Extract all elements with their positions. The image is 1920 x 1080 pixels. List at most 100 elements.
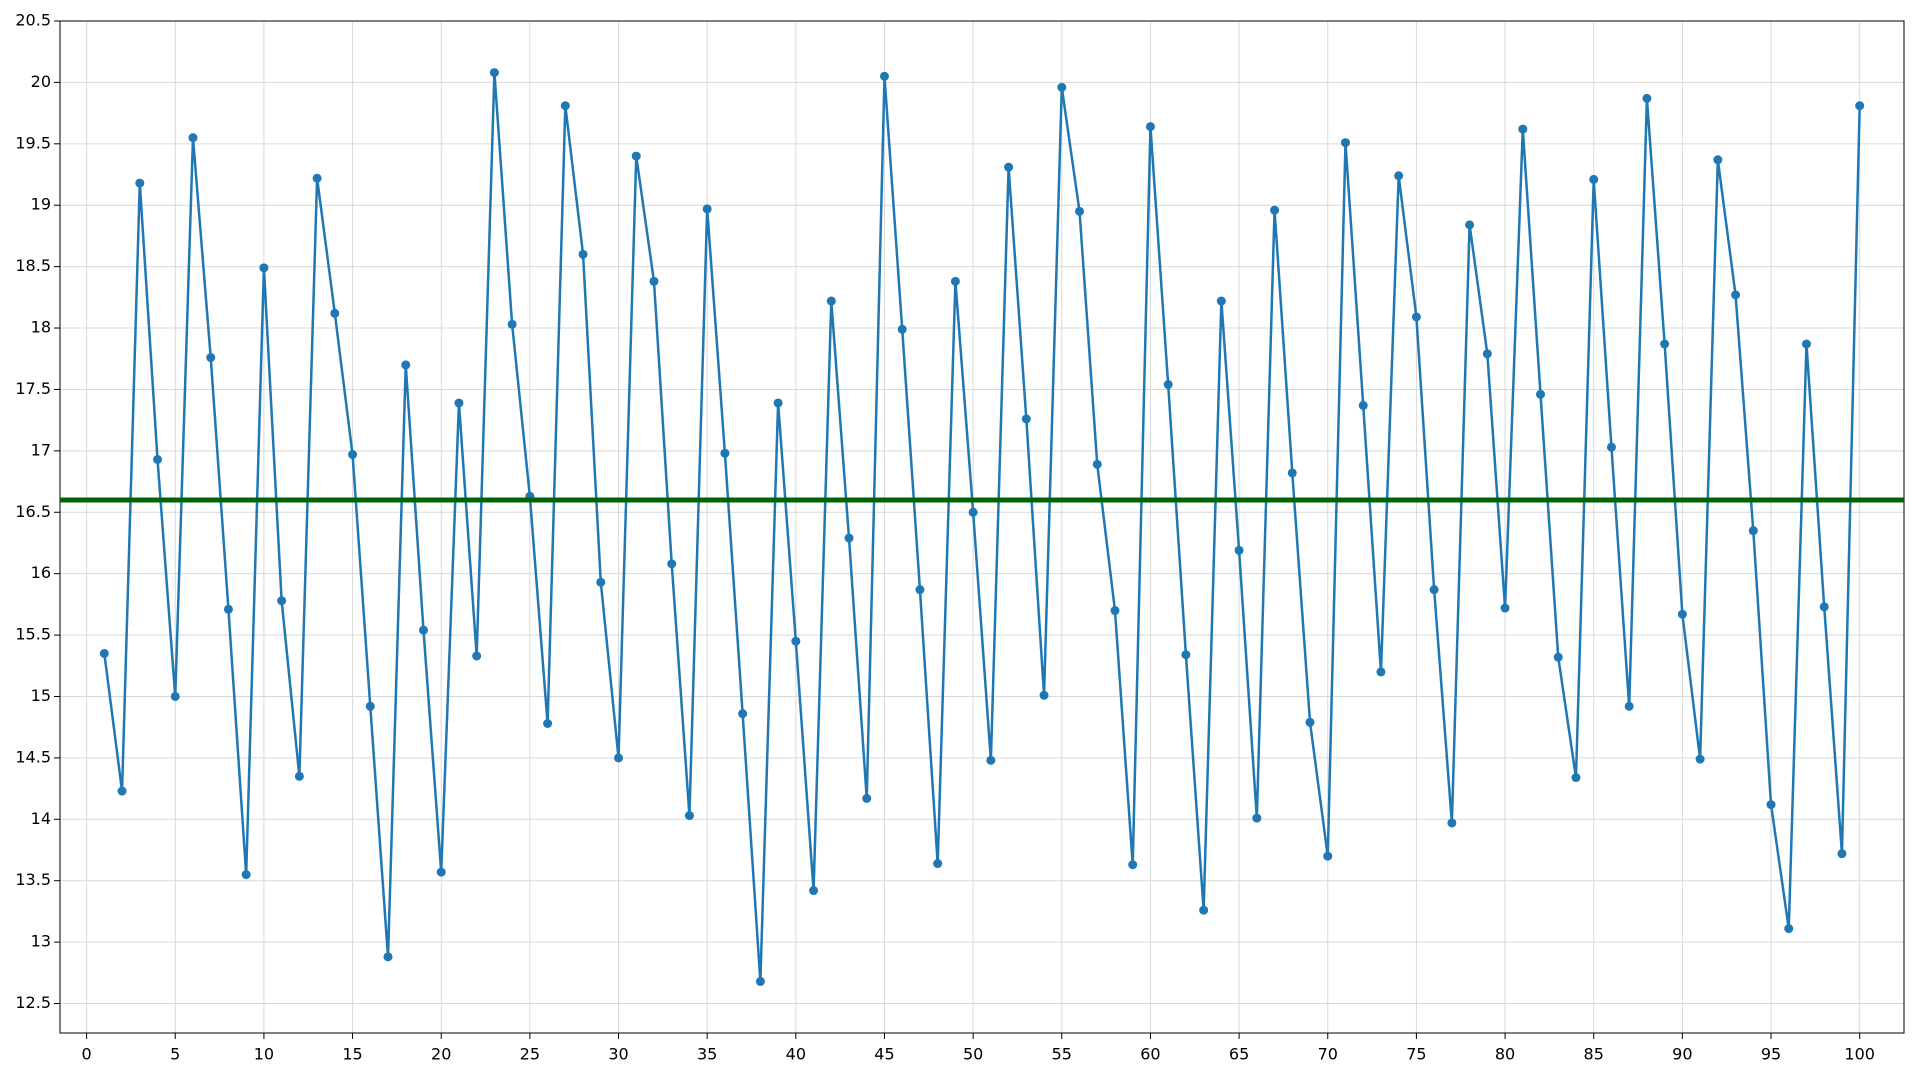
data-point bbox=[631, 151, 641, 161]
data-point bbox=[241, 870, 251, 880]
data-point bbox=[1145, 122, 1155, 132]
data-point bbox=[1536, 389, 1546, 399]
plot-frame bbox=[59, 20, 1905, 1034]
x-tick-label: 70 bbox=[1318, 1045, 1338, 1064]
data-point bbox=[950, 276, 960, 286]
data-point bbox=[1252, 813, 1262, 823]
data-point bbox=[383, 952, 393, 962]
data-point bbox=[738, 709, 748, 719]
data-point bbox=[1482, 349, 1492, 359]
data-point bbox=[1713, 155, 1723, 165]
data-point bbox=[170, 691, 180, 701]
x-tick-label: 30 bbox=[608, 1045, 628, 1064]
x-tick-label: 80 bbox=[1495, 1045, 1515, 1064]
data-point bbox=[1784, 924, 1794, 934]
x-tick-label: 65 bbox=[1229, 1045, 1249, 1064]
x-tick-label: 25 bbox=[520, 1045, 540, 1064]
x-tick-label: 85 bbox=[1584, 1045, 1604, 1064]
data-point bbox=[418, 625, 428, 635]
x-tick-label: 95 bbox=[1761, 1045, 1781, 1064]
data-point bbox=[702, 204, 712, 214]
data-point bbox=[1199, 905, 1209, 915]
y-tick-label: 12.5 bbox=[15, 993, 51, 1012]
y-tick-label: 15.5 bbox=[15, 625, 51, 644]
data-point bbox=[1660, 339, 1670, 349]
x-tick-label: 90 bbox=[1672, 1045, 1692, 1064]
y-tick-label: 13 bbox=[31, 932, 51, 951]
data-point bbox=[826, 296, 836, 306]
data-point bbox=[1163, 380, 1173, 390]
data-point bbox=[755, 976, 765, 986]
data-point bbox=[1677, 609, 1687, 619]
series-line bbox=[103, 72, 1861, 982]
data-point bbox=[933, 859, 943, 869]
data-point bbox=[897, 324, 907, 334]
data-point bbox=[1057, 82, 1067, 92]
data-point bbox=[348, 450, 358, 460]
data-point bbox=[915, 585, 925, 595]
y-tick-label: 18 bbox=[31, 318, 51, 337]
data-point bbox=[1429, 585, 1439, 595]
data-point bbox=[1004, 162, 1014, 172]
y-tick-label: 20.5 bbox=[15, 11, 51, 30]
data-point bbox=[1589, 174, 1599, 184]
data-point bbox=[206, 353, 216, 363]
x-tick-label: 15 bbox=[342, 1045, 362, 1064]
data-point bbox=[1110, 606, 1120, 616]
x-tick-label: 20 bbox=[431, 1045, 451, 1064]
y-tick-label: 17.5 bbox=[15, 379, 51, 398]
data-point bbox=[1606, 442, 1616, 452]
data-point bbox=[1234, 545, 1244, 555]
data-point bbox=[1305, 717, 1315, 727]
data-point bbox=[1075, 206, 1085, 216]
data-point bbox=[1766, 800, 1776, 810]
y-tick-label: 16.5 bbox=[15, 502, 51, 521]
data-point bbox=[223, 604, 233, 614]
data-point bbox=[1801, 339, 1811, 349]
data-point bbox=[294, 771, 304, 781]
data-point bbox=[1447, 818, 1457, 828]
data-point bbox=[1465, 220, 1475, 230]
y-tick-label: 20 bbox=[31, 72, 51, 91]
x-tick-label: 10 bbox=[254, 1045, 274, 1064]
data-point bbox=[1323, 851, 1333, 861]
data-point bbox=[401, 360, 411, 370]
data-point bbox=[1518, 124, 1528, 134]
data-point bbox=[1855, 101, 1865, 111]
x-tick-label: 35 bbox=[697, 1045, 717, 1064]
data-point bbox=[1695, 754, 1705, 764]
data-point bbox=[1128, 860, 1138, 870]
data-point bbox=[1287, 468, 1297, 478]
x-tick-label: 55 bbox=[1052, 1045, 1072, 1064]
data-point bbox=[1553, 652, 1563, 662]
x-tick-label: 0 bbox=[82, 1045, 92, 1064]
x-tick-label: 60 bbox=[1140, 1045, 1160, 1064]
data-point bbox=[879, 71, 889, 81]
data-point bbox=[560, 101, 570, 111]
data-point bbox=[791, 636, 801, 646]
data-point bbox=[436, 867, 446, 877]
x-tick-label: 100 bbox=[1844, 1045, 1875, 1064]
y-tick-label: 17 bbox=[31, 440, 51, 459]
data-point bbox=[117, 786, 127, 796]
data-point bbox=[1819, 602, 1829, 612]
data-point bbox=[135, 178, 145, 188]
data-point bbox=[1642, 93, 1652, 103]
data-point bbox=[1181, 650, 1191, 660]
data-point bbox=[862, 793, 872, 803]
data-point bbox=[330, 308, 340, 318]
data-point bbox=[472, 651, 482, 661]
data-point bbox=[312, 173, 322, 183]
data-point bbox=[667, 559, 677, 569]
data-point bbox=[773, 398, 783, 408]
y-tick-label: 16 bbox=[31, 563, 51, 582]
data-point bbox=[578, 249, 588, 259]
data-point bbox=[649, 276, 659, 286]
data-point bbox=[1270, 205, 1280, 215]
data-point bbox=[1039, 690, 1049, 700]
data-point bbox=[277, 596, 287, 606]
data-point bbox=[844, 533, 854, 543]
data-point bbox=[99, 649, 109, 658]
